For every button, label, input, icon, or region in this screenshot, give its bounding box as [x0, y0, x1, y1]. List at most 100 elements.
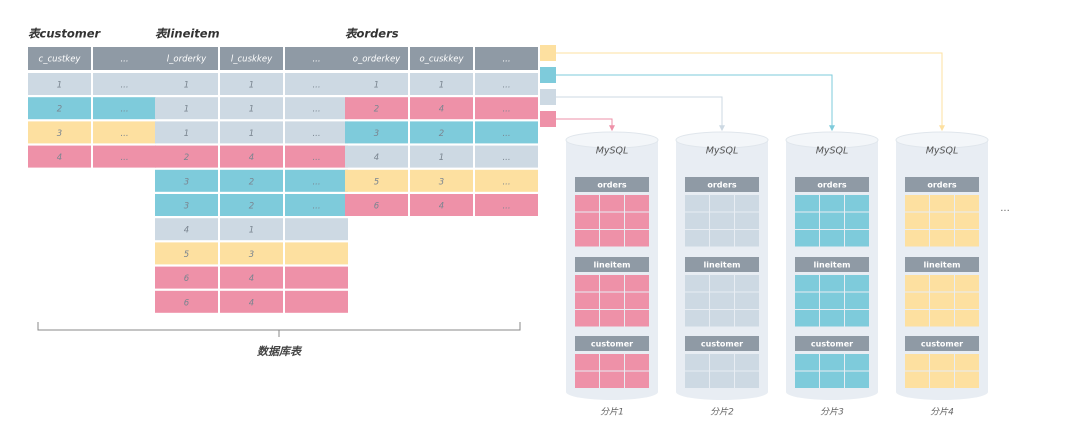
section-cell: [575, 230, 599, 247]
cell: [155, 121, 218, 144]
section-cell: [820, 195, 844, 212]
section-cell: [600, 212, 624, 229]
section-cell: [930, 230, 954, 247]
cell: [155, 242, 218, 265]
section-cell: [625, 310, 649, 327]
header-text: c_custkey: [39, 55, 82, 65]
section-cell: [905, 230, 929, 247]
header-text: o_cuskkey: [419, 55, 464, 65]
cell: [93, 73, 156, 95]
section-cell: [575, 195, 599, 212]
section-cell: [575, 292, 599, 309]
cell-text: ...: [120, 153, 128, 163]
section-name: lineitem: [924, 261, 961, 270]
brace: [37, 322, 521, 337]
section-cell: [600, 292, 624, 309]
cell-text: 6: [374, 202, 380, 212]
cell: [220, 73, 283, 95]
section-cell: [710, 371, 734, 388]
cell: [155, 266, 218, 289]
cell-text: ...: [312, 153, 320, 163]
section-header: [575, 177, 649, 192]
header-cell: [345, 47, 408, 70]
section-cell: [625, 195, 649, 212]
cell-text: 2: [184, 153, 189, 163]
header-cell: [220, 47, 283, 70]
cell-text: ...: [502, 153, 510, 163]
legend-square: [540, 45, 556, 61]
cell-text: 2: [374, 105, 379, 115]
cell: [155, 218, 218, 241]
cell-text: 5: [374, 177, 379, 187]
cell: [93, 121, 156, 144]
cell-text: 4: [184, 226, 189, 236]
cell-text: ...: [312, 177, 320, 187]
cell: [410, 145, 473, 168]
section-cell: [575, 275, 599, 292]
header-cell: [93, 47, 156, 70]
cell-text: 4: [249, 298, 254, 308]
arrow: [556, 96, 725, 132]
cell: [345, 145, 408, 168]
section-cell: [905, 292, 929, 309]
cell: [220, 145, 283, 168]
section-cell: [625, 371, 649, 388]
cell-text: 1: [184, 105, 189, 115]
section-cell: [930, 195, 954, 212]
section-cell: [600, 230, 624, 247]
section-cell: [600, 371, 624, 388]
engine: MySQL: [706, 146, 739, 157]
arrow: [556, 118, 615, 132]
cell-text: 3: [439, 177, 444, 187]
section-cell: [905, 354, 929, 371]
cell: [345, 169, 408, 192]
section-cell: [905, 275, 929, 292]
cell: [475, 121, 538, 144]
header-cell: [155, 47, 218, 70]
table-title: 表orders: [345, 27, 399, 41]
cell: [155, 145, 218, 168]
section-header: [575, 257, 649, 272]
cell: [220, 218, 283, 241]
cylinder-top: [675, 131, 769, 149]
section-cell: [845, 292, 869, 309]
cylinder-top: [785, 131, 879, 149]
section-cell: [930, 275, 954, 292]
cell-text: 1: [184, 129, 189, 139]
section-cell: [845, 275, 869, 292]
section-cell: [710, 275, 734, 292]
section-cell: [795, 310, 819, 327]
section-cell: [600, 354, 624, 371]
section-cell: [735, 230, 759, 247]
section-name: orders: [817, 181, 847, 190]
section-name: orders: [707, 181, 737, 190]
cell-text: 1: [249, 226, 254, 236]
cell: [220, 97, 283, 120]
cell: [93, 145, 156, 168]
section-cell: [820, 212, 844, 229]
section-cell: [735, 275, 759, 292]
section-cell: [685, 275, 709, 292]
arrow: [556, 74, 835, 132]
section-cell: [795, 230, 819, 247]
cell-text: 2: [439, 129, 444, 139]
section-name: customer: [811, 340, 853, 349]
cell: [285, 194, 348, 216]
section-cell: [735, 292, 759, 309]
section-cell: [685, 292, 709, 309]
section-cell: [600, 195, 624, 212]
section-cell: [905, 371, 929, 388]
cell: [285, 218, 348, 241]
section-header: [685, 177, 759, 192]
cell-text: 1: [57, 81, 62, 91]
cell-text: ...: [502, 177, 510, 187]
section-cell: [845, 230, 869, 247]
cell-text: 1: [184, 81, 189, 91]
section-cell: [930, 354, 954, 371]
cell-text: 3: [57, 129, 62, 139]
cell: [285, 290, 348, 313]
section-header: [685, 257, 759, 272]
cell-text: ...: [120, 105, 128, 115]
